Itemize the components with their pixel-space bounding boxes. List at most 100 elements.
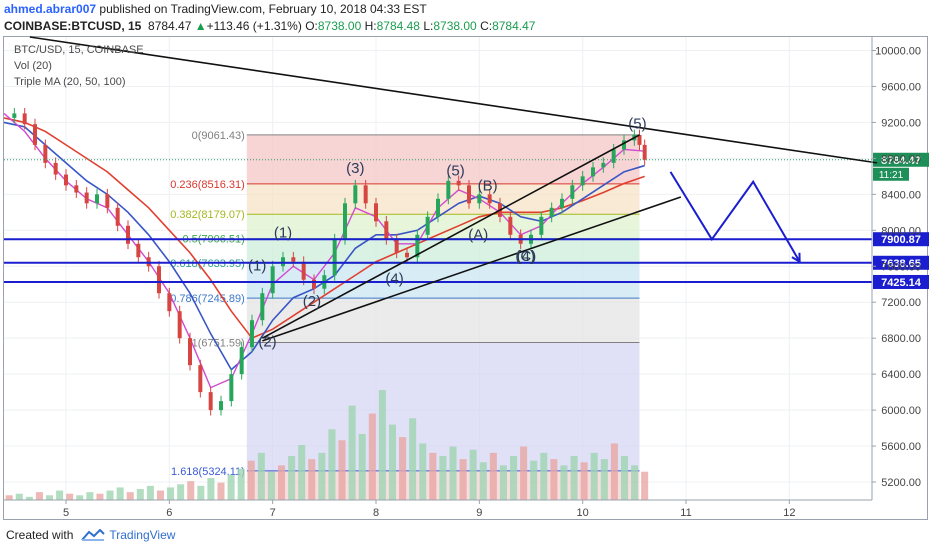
y-tick-label: 5600.00 — [881, 441, 921, 453]
volume-bar — [399, 437, 407, 500]
volume-bar — [217, 482, 225, 500]
author-link[interactable]: ahmed.abrar007 — [4, 2, 97, 16]
candle-body — [188, 338, 192, 366]
candle-body — [208, 392, 213, 411]
volume-bar — [308, 459, 316, 500]
candle-body — [580, 176, 585, 186]
candle-body — [622, 140, 626, 150]
volume-bar — [348, 405, 356, 500]
candle-body — [270, 266, 275, 294]
candle-body — [43, 144, 48, 163]
y-tick-label: 6000.00 — [881, 405, 921, 417]
candle-body — [126, 225, 130, 244]
y-tick-label: 8800.00 — [881, 153, 921, 165]
volume-bar — [439, 456, 447, 500]
trend-line — [261, 134, 640, 339]
volume-bar — [76, 495, 84, 500]
volume-bar — [267, 471, 275, 500]
volume-bar — [641, 471, 649, 500]
candle-body — [281, 257, 285, 267]
fib-level-label: 0(9061.43) — [192, 130, 245, 142]
fib-zone — [246, 298, 640, 343]
fib-level-label: 0.236(8516.31) — [170, 179, 245, 191]
candle-body — [394, 239, 399, 253]
candle-body — [560, 198, 564, 208]
candle-body — [467, 185, 471, 204]
candle-body — [157, 266, 161, 294]
published-text: published on TradingView.com, February 1… — [96, 2, 427, 16]
volume-bar — [520, 446, 528, 500]
candle-body — [219, 401, 223, 411]
y-tick-label: 6800.00 — [881, 333, 921, 345]
price-tag-label: 7638.65 — [881, 258, 921, 270]
volume-bar — [368, 413, 376, 500]
y-tick-label: 6400.00 — [881, 369, 921, 381]
x-tick-label: 5 — [63, 507, 69, 519]
low-label: L: — [423, 19, 434, 33]
volume-bar — [419, 443, 427, 500]
fib-level-label: 1.618(5324.11) — [171, 466, 245, 478]
high-value: 8784.48 — [376, 19, 420, 33]
volume-bar — [247, 460, 255, 500]
wave-label: (1) — [248, 258, 266, 275]
candle-body — [146, 257, 151, 267]
wave-label: (2) — [303, 293, 321, 310]
volume-bar — [288, 456, 296, 500]
volume-bar — [449, 446, 457, 500]
wave-label: (5) — [446, 162, 464, 179]
candle-body — [456, 180, 461, 186]
tradingview-link[interactable]: TradingView — [109, 528, 176, 542]
y-tick-label: 8400.00 — [881, 189, 921, 201]
volume-bar — [5, 495, 13, 500]
volume-bar — [278, 465, 286, 500]
ohlc-line: COINBASE:BTCUSD, 15 8784.47 ▲+113.46 (+1… — [4, 19, 535, 33]
price-tag-label: 7425.14 — [881, 277, 922, 289]
price-change: +113.46 (+1.31%) — [206, 19, 302, 33]
volume-bar — [66, 493, 74, 500]
volume-bar — [489, 452, 497, 500]
candle-body — [405, 252, 409, 258]
price-tag — [873, 274, 929, 289]
volume-bar — [580, 462, 588, 500]
last-price-label: 8784.47 — [881, 155, 921, 167]
candle-body — [53, 162, 58, 175]
volume-bar — [56, 490, 64, 500]
y-tick-label: 10000.00 — [875, 45, 921, 57]
candle-body — [436, 198, 440, 217]
volume-bar — [318, 452, 326, 500]
candle-body — [549, 207, 554, 217]
volume-bar — [409, 418, 417, 500]
wave-label: (2) — [258, 333, 276, 350]
candle-body — [312, 279, 316, 289]
volume-bar — [459, 459, 467, 500]
candle-body — [446, 180, 451, 199]
volume-bar — [388, 424, 396, 500]
x-tick-label: 6 — [166, 507, 172, 519]
volume-bar — [378, 390, 386, 500]
high-label: H: — [364, 19, 377, 33]
volume-bar — [116, 487, 124, 500]
price-tag-label: 7900.87 — [881, 234, 921, 246]
candle-body — [353, 185, 358, 204]
candle-body — [487, 194, 492, 204]
candle-body — [136, 243, 141, 258]
candle-body — [95, 194, 99, 204]
candle-body — [611, 149, 616, 163]
volume-bar — [35, 492, 43, 500]
wave-label: (C) — [515, 248, 536, 265]
ma20-line — [3, 112, 645, 389]
candle-body — [291, 257, 296, 262]
candle-body — [167, 293, 172, 312]
symbol-label: COINBASE:BTCUSD, 15 — [4, 19, 142, 33]
candle-body — [301, 261, 306, 280]
volume-bar — [257, 452, 265, 500]
volume-bar — [510, 456, 518, 500]
candle-body — [477, 194, 482, 204]
volume-bar — [96, 493, 104, 500]
footer: Created with TradingView — [6, 528, 175, 542]
volume-bar — [358, 434, 366, 500]
fib-zone — [246, 183, 640, 215]
fib-zone — [246, 238, 640, 264]
wave-label: (4) — [385, 270, 403, 287]
